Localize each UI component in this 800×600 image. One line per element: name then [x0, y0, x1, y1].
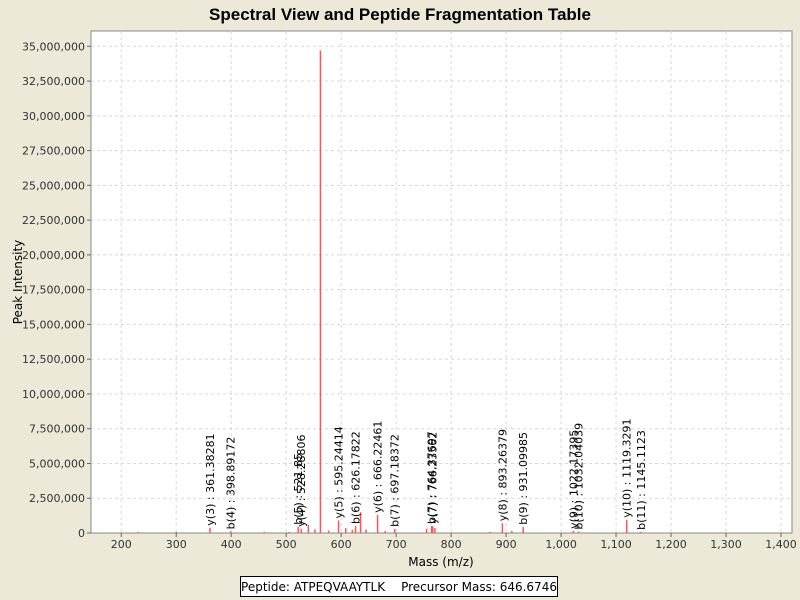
x-tick-label: 1,200 — [655, 538, 687, 551]
y-tick-label: 5,000,000 — [29, 457, 85, 470]
y-tick-label: 27,500,000 — [22, 145, 85, 158]
y-tick-label: 17,500,000 — [22, 284, 85, 297]
fragment-annotation: y(3) : 361.38281 — [204, 433, 217, 525]
y-tick-label: 25,000,000 — [22, 179, 85, 192]
peptide-sequence: Peptide: ATPEQVAAYTLK — [241, 579, 386, 594]
y-tick-label: 35,000,000 — [22, 40, 85, 53]
fragment-annotation: y(10) : 1119.3291 — [621, 419, 634, 518]
fragment-annotation: b(9) : 931.09985 — [517, 432, 530, 525]
y-tick-label: 12,500,000 — [22, 353, 85, 366]
fragment-annotation: b(7) : 764.37697 — [426, 431, 439, 524]
y-tick-label: 7,500,000 — [29, 423, 85, 436]
fragment-annotation: y(4) : 528.28806 — [295, 435, 308, 527]
fragment-annotation: y(8) : 893.26379 — [496, 429, 509, 521]
grid-layer — [91, 31, 792, 533]
fragment-annotation: y(7) : 766.23562 — [427, 432, 440, 524]
y-tick-label: 22,500,000 — [22, 214, 85, 227]
y-axis-label: Peak Intensity — [11, 240, 25, 325]
fragment-annotation: b(5) : 521.85 — [292, 453, 305, 525]
fragment-annotation: b(11) : 1145.1123 — [635, 430, 648, 530]
y-tick-label: 2,500,000 — [29, 492, 85, 505]
x-tick-label: 1,000 — [545, 538, 577, 551]
y-tick-label: 10,000,000 — [22, 388, 85, 401]
x-tick-label: 1,100 — [600, 538, 632, 551]
chart-title: Spectral View and Peptide Fragmentation … — [209, 5, 591, 24]
y-tick-label: 32,500,000 — [22, 75, 85, 88]
x-tick-label: 400 — [221, 538, 242, 551]
y-axis: 0 2,500,000 5,000,000 7,500,000 10,000,000 12… — [22, 40, 91, 540]
x-tick-label: 500 — [276, 538, 297, 551]
x-tick-label: 1,300 — [710, 538, 742, 551]
fragment-annotation: y(9) : 1022.17395 — [567, 430, 580, 529]
fragment-annotation: b(6) : 626.17822 — [350, 431, 363, 524]
x-tick-label: 600 — [331, 538, 352, 551]
y-tick-label: 30,000,000 — [22, 110, 85, 123]
y-tick-label: 20,000,000 — [22, 249, 85, 262]
fragment-annotation: b(10) : 1032.04039 — [573, 423, 586, 530]
x-tick-label: 900 — [496, 538, 517, 551]
x-tick-label: 800 — [441, 538, 462, 551]
x-tick-label: 700 — [386, 538, 407, 551]
x-tick-label: 200 — [111, 538, 132, 551]
x-tick-label: 1,400 — [765, 538, 797, 551]
y-tick-label: 0 — [78, 527, 85, 540]
fragment-annotation: b(7) : 697.18372 — [389, 434, 402, 527]
peak-layer — [137, 50, 642, 533]
x-tick-label: 300 — [166, 538, 187, 551]
x-axis-label: Mass (m/z) — [408, 555, 473, 569]
y-tick-label: 15,000,000 — [22, 318, 85, 331]
fragment-annotation: y(5) : 595.24414 — [333, 426, 346, 518]
x-axis: 200 300 400 500 600 700 800 900 1,000 1,100 1,200 1… — [111, 533, 797, 551]
plot-area — [90, 30, 793, 534]
precursor-mass: Precursor Mass: 646.6746 — [401, 579, 557, 594]
fragment-annotation: y(6) : 666.22461 — [372, 421, 385, 513]
fragment-annotation: b(4) : 398.89172 — [225, 437, 238, 530]
annotation-layer: y(3) : 361.38281 b(4) : 398.89172 b(5) : 5… — [204, 419, 648, 530]
peptide-info-box: Peptide: ATPEQVAAYTLK Precursor Mass: 64… — [240, 576, 558, 597]
